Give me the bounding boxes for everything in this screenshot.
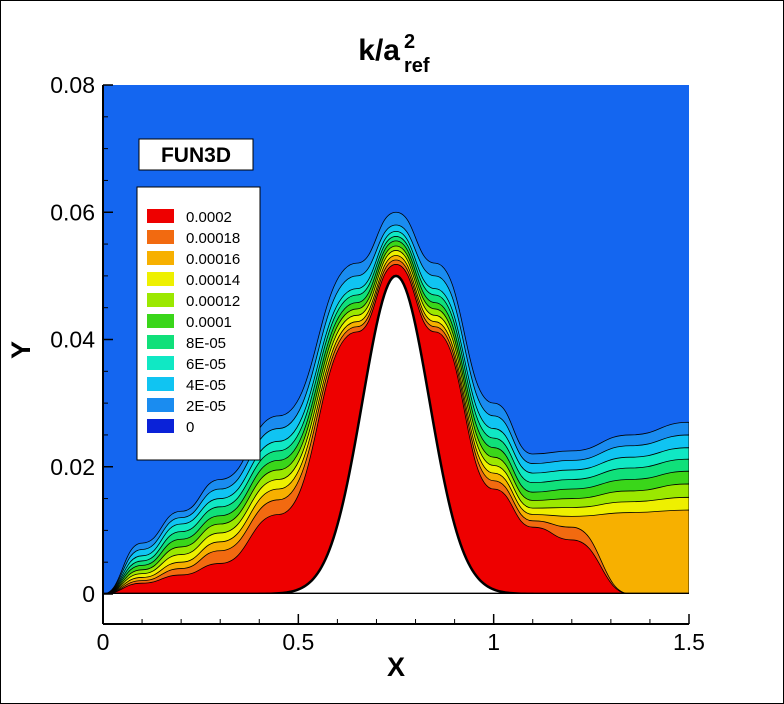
- y-tick-label-4: 0.08: [50, 72, 95, 98]
- legend-label-7: 6E-05: [186, 356, 226, 373]
- x-tick-label-1: 0.5: [282, 629, 314, 655]
- title-superscript: 2: [404, 31, 415, 53]
- below-wall: [103, 594, 689, 600]
- legend-label-4: 0.00012: [186, 293, 240, 310]
- legend-swatch-9: [147, 398, 174, 412]
- legend-swatch-3: [147, 272, 174, 286]
- legend-swatch-4: [147, 293, 174, 307]
- y-tick-label-2: 0.04: [50, 327, 95, 353]
- legend: 0.0002 0.00018 0.00016 0.00014 0.00012 0.0001…: [136, 186, 261, 461]
- plot-area: [103, 85, 689, 600]
- y-tick-label-1: 0.02: [50, 454, 95, 480]
- legend-label-9: 2E-05: [186, 398, 226, 415]
- y-tick-label-3: 0.06: [50, 199, 95, 225]
- title-subscript: ref: [404, 55, 430, 77]
- legend-label-5: 0.0001: [186, 314, 232, 331]
- legend-label-2: 0.00016: [186, 251, 240, 268]
- chart-title: k/a: [358, 34, 400, 67]
- legend-swatch-0: [147, 209, 174, 223]
- legend-label-3: 0.00014: [186, 272, 240, 289]
- legend-swatch-7: [147, 356, 174, 370]
- legend-label-8: 4E-05: [186, 377, 226, 394]
- legend-swatch-2: [147, 251, 174, 265]
- axes: 0 0.5 1 1.5 0 0.02 0.04 0.06 0.08: [50, 72, 705, 655]
- x-tick-label-0: 0: [97, 629, 110, 655]
- code-label: FUN3D: [161, 144, 231, 167]
- x-tick-label-2: 1: [487, 629, 500, 655]
- x-axis-label: X: [387, 652, 405, 682]
- legend-swatch-8: [147, 377, 174, 391]
- y-tick-label-0: 0: [82, 581, 95, 607]
- y-axis-label: Y: [6, 341, 36, 359]
- legend-swatch-10: [147, 419, 174, 433]
- x-tick-label-3: 1.5: [673, 629, 705, 655]
- legend-label-0: 0.0002: [186, 209, 232, 226]
- code-label-box: [138, 138, 254, 171]
- legend-label-6: 8E-05: [186, 335, 226, 352]
- legend-swatch-1: [147, 230, 174, 244]
- bump-body: [103, 274, 689, 594]
- legend-swatch-5: [147, 314, 174, 328]
- legend-swatch-6: [147, 335, 174, 349]
- legend-label-1: 0.00018: [186, 230, 240, 247]
- legend-label-10: 0: [186, 419, 194, 436]
